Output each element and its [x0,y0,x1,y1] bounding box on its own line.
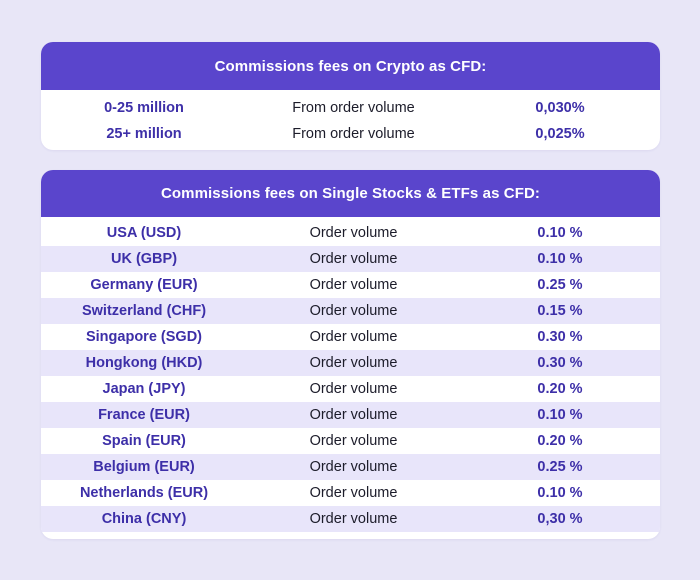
fee-basis: Order volume [309,355,398,371]
fee-rate: 0,30 % [537,511,583,527]
fee-basis: Order volume [309,485,398,501]
stock-fee-row: Japan (JPY) Order volume 0.20 % [41,376,660,402]
crypto-fee-row: 25+ million From order volume 0,025% [41,121,660,147]
fee-rate: 0,025% [535,126,585,142]
fee-rate: 0.25 % [537,459,583,475]
market-label: Netherlands (EUR) [79,485,209,501]
stock-fee-row: Singapore (SGD) Order volume 0.30 % [41,324,660,350]
stock-fee-row: Germany (EUR) Order volume 0.25 % [41,272,660,298]
fee-rate: 0.10 % [537,485,583,501]
crypto-fees-card: Commissions fees on Crypto as CFD: 0-25 … [41,42,660,150]
fee-rate: 0.10 % [537,251,583,267]
fee-basis: Order volume [309,329,398,345]
stock-fee-row: Belgium (EUR) Order volume 0.25 % [41,454,660,480]
fee-basis: Order volume [309,433,398,449]
crypto-fees-title: Commissions fees on Crypto as CFD: [41,42,660,90]
stocks-fees-card: Commissions fees on Single Stocks & ETFs… [41,170,660,539]
market-label: China (CNY) [101,511,187,527]
fee-basis: Order volume [309,381,398,397]
stocks-fees-title: Commissions fees on Single Stocks & ETFs… [41,170,660,217]
market-label: Hongkong (HKD) [85,355,203,371]
stock-fee-row: France (EUR) Order volume 0.10 % [41,402,660,428]
stocks-fees-list: USA (USD) Order volume 0.10 % UK (GBP) O… [41,217,660,532]
fee-rate: 0.30 % [537,355,583,371]
stock-fee-row: China (CNY) Order volume 0,30 % [41,506,660,532]
stock-fee-row: UK (GBP) Order volume 0.10 % [41,246,660,272]
volume-tier-label: 0-25 million [104,100,184,116]
fee-basis: Order volume [309,511,398,527]
fee-rate: 0.10 % [537,225,583,241]
crypto-fees-list: 0-25 million From order volume 0,030% 25… [41,90,660,147]
fee-rate: 0.30 % [537,329,583,345]
fee-rate: 0.20 % [537,433,583,449]
fee-rate: 0.20 % [537,381,583,397]
fee-basis: Order volume [309,277,398,293]
stock-fee-row: Netherlands (EUR) Order volume 0.10 % [41,480,660,506]
fee-basis: Order volume [309,225,398,241]
fee-basis: Order volume [309,251,398,267]
market-label: Singapore (SGD) [85,329,202,345]
market-label: Spain (EUR) [102,433,186,449]
stock-fee-row: Spain (EUR) Order volume 0.20 % [41,428,660,454]
fee-rate: 0.25 % [537,277,583,293]
fee-basis: Order volume [309,303,398,319]
stock-fee-row: Hongkong (HKD) Order volume 0.30 % [41,350,660,376]
market-label: Germany (EUR) [90,277,198,293]
crypto-fee-row: 0-25 million From order volume 0,030% [41,95,660,121]
volume-tier-label: 25+ million [106,126,182,142]
market-label: USA (USD) [106,225,182,241]
fee-rate: 0.15 % [537,303,583,319]
fee-basis: Order volume [309,459,398,475]
market-label: France (EUR) [98,407,190,423]
market-label: Switzerland (CHF) [81,303,207,319]
fee-rate: 0.10 % [537,407,583,423]
fee-basis: Order volume [309,407,398,423]
stock-fee-row: Switzerland (CHF) Order volume 0.15 % [41,298,660,324]
market-label: Belgium (EUR) [93,459,195,475]
market-label: UK (GBP) [110,251,178,267]
fee-rate: 0,030% [535,100,585,116]
fee-basis: From order volume [292,126,415,142]
market-label: Japan (JPY) [102,381,186,397]
fee-basis: From order volume [292,100,415,116]
stock-fee-row: USA (USD) Order volume 0.10 % [41,220,660,246]
